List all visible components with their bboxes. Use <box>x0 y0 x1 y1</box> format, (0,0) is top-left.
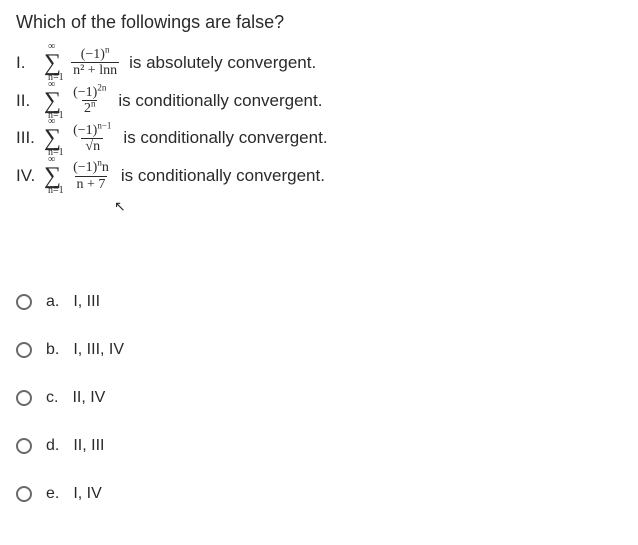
option-e[interactable]: e. I, IV <box>16 485 622 503</box>
option-text-a: I, III <box>73 293 100 311</box>
trail-4: is conditionally convergent. <box>121 166 325 186</box>
option-text-e: I, IV <box>73 485 101 503</box>
sigma-top-4: ∞ <box>48 155 55 165</box>
option-text-c: II, IV <box>72 389 105 407</box>
radio-d[interactable] <box>16 438 32 454</box>
sigma-2: ∑ ∞ n=1 <box>44 89 61 113</box>
radio-a[interactable] <box>16 294 32 310</box>
sigma-top-3: ∞ <box>48 117 55 127</box>
sigma-top-2: ∞ <box>48 80 55 90</box>
option-b[interactable]: b. I, III, IV <box>16 341 622 359</box>
radio-b[interactable] <box>16 342 32 358</box>
sigma-top-1: ∞ <box>48 42 55 52</box>
statement-2: II. ∑ ∞ n=1 (−1)2n 2n is conditionally c… <box>16 85 622 117</box>
roman-4: IV. <box>16 166 38 186</box>
trail-1: is absolutely convergent. <box>129 53 316 73</box>
sigma-4: ∑ ∞ n=1 <box>44 164 61 188</box>
frac-2: (−1)2n 2n <box>71 85 108 117</box>
roman-2: II. <box>16 91 38 111</box>
option-letter-b: b. <box>46 341 59 359</box>
statement-3: III. ∑ ∞ n=1 (−1)n−1 n is conditionally … <box>16 123 622 155</box>
option-text-d: II, III <box>73 437 104 455</box>
frac-3: (−1)n−1 n <box>71 123 113 155</box>
cursor-icon: ↖ <box>114 198 622 215</box>
frac-4: (−1)nn n + 7 <box>71 160 111 192</box>
option-d[interactable]: d. II, III <box>16 437 622 455</box>
roman-3: III. <box>16 128 38 148</box>
radio-e[interactable] <box>16 486 32 502</box>
option-letter-c: c. <box>46 389 58 407</box>
trail-2: is conditionally convergent. <box>118 91 322 111</box>
roman-1: I. <box>16 53 38 73</box>
statement-1: I. ∑ ∞ n=1 (−1)n n² + lnn is absolutely … <box>16 47 622 79</box>
option-text-b: I, III, IV <box>73 341 124 359</box>
trail-3: is conditionally convergent. <box>123 128 327 148</box>
question-title: Which of the followings are false? <box>16 12 622 33</box>
sigma-bot-4: n=1 <box>48 186 64 196</box>
option-letter-e: e. <box>46 485 59 503</box>
option-letter-d: d. <box>46 437 59 455</box>
frac-1: (−1)n n² + lnn <box>71 47 119 79</box>
statement-4: IV. ∑ ∞ n=1 (−1)nn n + 7 is conditionall… <box>16 160 622 192</box>
option-letter-a: a. <box>46 293 59 311</box>
option-a[interactable]: a. I, III <box>16 293 622 311</box>
radio-c[interactable] <box>16 390 32 406</box>
sigma-1: ∑ ∞ n=1 <box>44 51 61 75</box>
option-c[interactable]: c. II, IV <box>16 389 622 407</box>
sigma-3: ∑ ∞ n=1 <box>44 126 61 150</box>
options-group: a. I, III b. I, III, IV c. II, IV d. II,… <box>16 293 622 503</box>
